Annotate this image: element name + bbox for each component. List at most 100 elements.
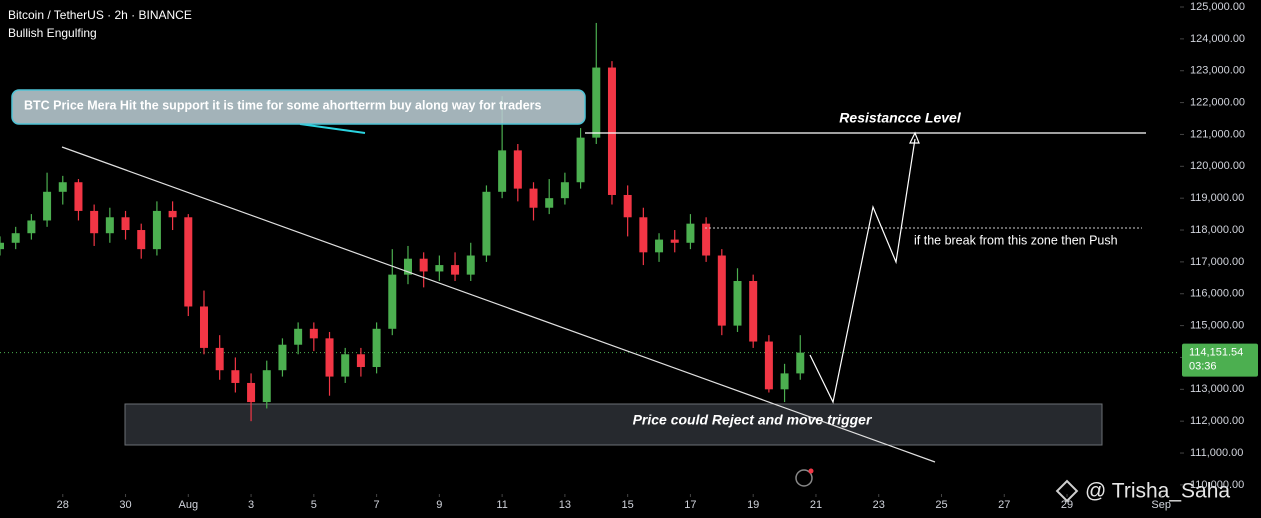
y-tick-label: 116,000.00 <box>1190 288 1244 300</box>
x-tick-label: 29 <box>1061 499 1073 511</box>
candle-body <box>545 198 554 208</box>
x-tick-label: 11 <box>496 499 507 511</box>
chart-subtitle: Bullish Engulfing <box>8 26 97 40</box>
arrow-head <box>909 131 920 144</box>
candle-body <box>90 210 99 234</box>
candle-body <box>0 242 4 250</box>
y-tick-label: 113,000.00 <box>1190 383 1244 395</box>
x-tick-label: 30 <box>119 499 131 511</box>
y-tick-label: 122,000.00 <box>1190 96 1245 108</box>
y-tick-label: 117,000.00 <box>1190 256 1244 268</box>
candle-body <box>121 217 130 231</box>
callout-box <box>11 89 586 125</box>
candle-body <box>717 255 726 326</box>
candle-body <box>43 191 52 221</box>
alert-dot <box>808 468 814 474</box>
candle-body <box>749 281 758 342</box>
x-tick-label: Aug <box>179 499 199 511</box>
candle-body <box>74 182 83 211</box>
candle-body <box>356 354 365 368</box>
support-zone <box>124 403 1103 446</box>
candle-body <box>435 265 444 272</box>
candle-body <box>419 258 428 272</box>
candle-body <box>702 223 711 256</box>
x-tick-label: 9 <box>436 499 442 511</box>
y-tick-label: 124,000.00 <box>1190 33 1245 45</box>
x-tick-label: 3 <box>248 499 254 511</box>
candle-body <box>592 67 601 138</box>
candles <box>0 22 805 422</box>
watermark-text: @ Trisha_Saha <box>1085 480 1230 503</box>
x-tick-label: 19 <box>747 499 759 511</box>
candle-body <box>27 220 36 234</box>
candle-body <box>576 137 585 183</box>
candle-body <box>451 265 460 275</box>
y-tick-label: 120,000.00 <box>1190 160 1245 172</box>
candle-body <box>11 233 20 243</box>
x-tick-label: 27 <box>998 499 1010 511</box>
watermark-logo <box>1055 479 1079 503</box>
support-label: Price could Reject and move trigger <box>633 412 873 428</box>
candle-body <box>372 328 381 368</box>
candle-body <box>199 306 208 348</box>
x-tick-label: 23 <box>873 499 885 511</box>
candle-body <box>513 150 522 189</box>
candle-body <box>639 217 648 253</box>
candle-body <box>341 354 350 377</box>
watermark: @ Trisha_Saha <box>1055 479 1230 503</box>
candle-body <box>278 344 287 371</box>
candle-body <box>733 281 742 326</box>
y-tick-label: 112,000.00 <box>1190 415 1244 427</box>
x-tick-label: 5 <box>311 499 317 511</box>
last-price-label: 114,151.54 <box>1189 347 1243 359</box>
candle-body <box>58 182 67 192</box>
callout-pointer <box>299 123 366 134</box>
candle-body <box>655 239 664 253</box>
y-tick-label: 110,000.00 <box>1190 479 1244 491</box>
x-tick-label: 7 <box>374 499 380 511</box>
alert-icon[interactable] <box>795 469 813 487</box>
y-tick-label: 111,000.00 <box>1190 447 1243 459</box>
candle-body <box>247 382 256 403</box>
resistance-label: Resistancce Level <box>839 110 962 126</box>
countdown-label: 03:36 <box>1189 361 1217 373</box>
projection-path <box>809 138 916 404</box>
candle-body <box>325 338 334 377</box>
candle-body <box>152 210 161 250</box>
candle-body <box>498 150 507 192</box>
x-tick-label: 25 <box>935 499 947 511</box>
candle-body <box>137 230 146 250</box>
candle-body <box>764 341 773 390</box>
candle-body <box>215 347 224 371</box>
candle-body <box>482 191 491 256</box>
y-tick-label: 118,000.00 <box>1190 224 1244 236</box>
candle-body <box>403 258 412 275</box>
candle-body <box>262 370 271 403</box>
x-tick-label: 15 <box>622 499 634 511</box>
candle-body <box>560 182 569 199</box>
candle-body <box>231 370 240 383</box>
candle-body <box>168 210 177 218</box>
candle-body <box>529 188 538 208</box>
y-tick-label: 123,000.00 <box>1190 65 1245 77</box>
candle-body <box>623 194 632 218</box>
y-tick-label: 119,000.00 <box>1190 192 1244 204</box>
candle-body <box>294 328 303 345</box>
last-price-tag <box>1182 343 1258 377</box>
candle-body <box>105 217 114 234</box>
x-tick-label: 28 <box>57 499 69 511</box>
trend-line <box>61 146 936 463</box>
candle-body <box>686 223 695 243</box>
x-tick-label: 21 <box>810 499 822 511</box>
candle-body <box>184 217 193 307</box>
candle-body <box>780 373 789 390</box>
candle-body <box>607 67 616 195</box>
x-tick-label: Sep <box>1151 499 1171 511</box>
x-tick-label: 17 <box>684 499 696 511</box>
callout-text: BTC Price Mera Hit the support it is tim… <box>24 98 542 112</box>
breakout-label: if the break from this zone then Push <box>914 233 1118 247</box>
chart-title: Bitcoin / TetherUS · 2h · BINANCE <box>8 8 192 22</box>
x-tick-label: 13 <box>559 499 571 511</box>
candle-body <box>309 328 318 339</box>
